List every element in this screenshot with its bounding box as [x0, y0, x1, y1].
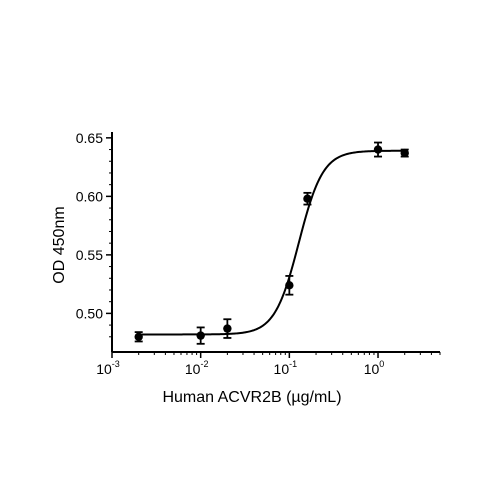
x-axis-title: Human ACVR2B (µg/mL): [162, 389, 341, 406]
x-tick-label-3: 100: [364, 359, 385, 377]
y-tick-label-1: 0.55: [76, 247, 103, 263]
data-point-6: [400, 148, 409, 158]
x-tick-label-2: 10-1: [274, 359, 298, 377]
data-point-4: [303, 194, 312, 203]
y-tick-label-0: 0.50: [76, 305, 103, 321]
fit-curve-group: [138, 149, 405, 336]
ticks: 0.50 0.55 0.60 0.65 10-3 10-2 10-1 100: [76, 130, 441, 377]
x-tick-label-0: 10-3: [96, 359, 120, 377]
data-point-1: [196, 331, 205, 340]
y-axis-title: OD 450nm: [51, 206, 68, 283]
data-points: [134, 141, 409, 345]
axes: [111, 132, 440, 353]
y-tick-label-3: 0.65: [76, 130, 103, 146]
data-point-2: [223, 324, 232, 333]
data-point-0: [134, 332, 143, 341]
fit-curve: [138, 149, 405, 336]
data-point-5: [373, 145, 383, 154]
y-tick-label-2: 0.60: [76, 188, 103, 204]
data-point-3: [285, 281, 294, 290]
x-tick-label-1: 10-2: [185, 359, 209, 377]
